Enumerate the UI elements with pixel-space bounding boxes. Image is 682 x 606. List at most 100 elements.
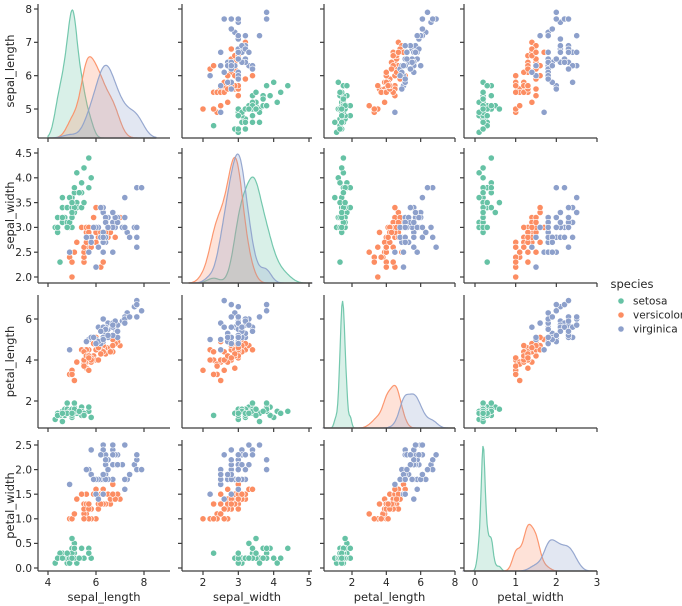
point-versicolor-37 (210, 348, 217, 356)
point-virginica-29 (413, 485, 421, 493)
point-versicolor-48 (365, 102, 373, 110)
point-virginica-19 (532, 263, 540, 271)
point-setosa-43 (252, 105, 260, 113)
point-virginica-30 (418, 471, 426, 478)
point-versicolor-25 (107, 348, 114, 356)
point-setosa-15 (284, 82, 292, 90)
point-virginica-49 (90, 223, 97, 231)
point-virginica-48 (565, 65, 572, 73)
point-versicolor-29 (374, 243, 382, 251)
point-versicolor-10 (199, 515, 207, 523)
panel-petal_width-vs-sepal_length: 4 6 8 0.0 0.5 1.0 1.5 2.0 2.5 sepal_length petal_w… (3, 440, 170, 604)
point-setosa-47 (241, 118, 249, 126)
point-virginica-18 (133, 243, 141, 251)
point-virginica-39 (557, 42, 564, 50)
x-axis-label-sepal_width: sepal_width (213, 590, 281, 604)
point-setosa-16 (336, 179, 344, 187)
point-virginica-45 (109, 451, 117, 459)
point-virginica-30 (126, 471, 134, 478)
point-setosa-44 (487, 399, 495, 407)
point-setosa-24 (249, 112, 256, 120)
point-versicolor-26 (111, 233, 119, 241)
point-versicolor-41 (528, 344, 536, 352)
point-virginica-45 (234, 451, 242, 459)
point-versicolor-48 (217, 510, 225, 518)
point-virginica-19 (206, 490, 214, 498)
point-virginica-18 (220, 297, 228, 304)
y-tick-label: 4.0 (15, 173, 32, 185)
point-virginica-30 (227, 25, 235, 33)
point-virginica-2 (557, 35, 564, 43)
point-virginica-9 (418, 194, 426, 201)
point-virginica-22 (227, 15, 235, 23)
point-virginica-18 (220, 15, 228, 23)
point-virginica-9 (573, 313, 581, 321)
point-virginica-19 (400, 263, 407, 271)
point-setosa-22 (59, 194, 66, 201)
point-versicolor-48 (365, 510, 373, 518)
panel-sepal_width-vs-sepal_width (178, 148, 313, 287)
point-virginica-17 (429, 456, 437, 464)
point-virginica-30 (548, 25, 556, 33)
point-versicolor-12 (206, 356, 214, 364)
point-virginica-9 (418, 441, 426, 449)
point-virginica-9 (573, 194, 581, 201)
point-versicolor-49 (524, 354, 532, 362)
point-setosa-40 (252, 549, 260, 557)
x-tick-label: 2 (200, 577, 207, 589)
point-setosa-15 (85, 154, 93, 162)
x-axis-label-sepal_length: sepal_length (67, 590, 140, 604)
panel-petal_length-vs-petal_width (460, 295, 598, 432)
point-setosa-41 (483, 258, 491, 266)
y-tick-label: 1.5 (15, 489, 32, 501)
point-versicolor-35 (249, 485, 256, 493)
point-versicolor-36 (532, 218, 540, 226)
y-tick-label: 2.5 (15, 440, 32, 452)
point-versicolor-42 (220, 505, 228, 513)
point-versicolor-43 (68, 258, 76, 266)
point-setosa-22 (256, 118, 263, 126)
kde-virginica-sepal_length (48, 64, 157, 139)
point-virginica-33 (99, 233, 107, 241)
point-setosa-48 (75, 554, 83, 562)
point-virginica-32 (227, 323, 235, 331)
point-setosa-37 (475, 194, 483, 201)
point-setosa-18 (263, 82, 270, 90)
point-setosa-14 (270, 554, 278, 562)
point-virginica-6 (217, 108, 225, 116)
point-virginica-44 (245, 321, 253, 329)
point-virginica-6 (540, 108, 548, 116)
point-virginica-45 (565, 223, 572, 231)
point-virginica-42 (224, 78, 232, 86)
point-setosa-45 (483, 112, 491, 120)
x-tick-label: 6 (93, 577, 100, 589)
point-setosa-32 (475, 169, 483, 177)
point-setosa-43 (495, 199, 503, 206)
point-virginica-38 (234, 340, 242, 347)
point-virginica-25 (544, 32, 552, 40)
point-virginica-8 (413, 248, 421, 256)
point-virginica-14 (569, 233, 576, 241)
point-versicolor-10 (199, 105, 207, 113)
point-versicolor-49 (384, 500, 392, 508)
y-tick-label: 6 (25, 314, 32, 326)
legend-label-versicolor: versicolor (633, 310, 682, 322)
point-virginica-35 (418, 15, 426, 23)
point-setosa-45 (63, 223, 71, 231)
point-versicolor-31 (80, 515, 88, 523)
point-setosa-43 (495, 405, 503, 413)
point-virginica-43 (565, 214, 572, 221)
point-virginica-21 (227, 85, 235, 93)
point-virginica-44 (109, 441, 117, 449)
point-virginica-31 (424, 466, 431, 473)
point-versicolor-16 (532, 85, 540, 93)
point-versicolor-14 (376, 228, 383, 236)
point-versicolor-41 (393, 495, 400, 503)
legend-title: species (611, 277, 654, 291)
x-tick-label: 5 (306, 577, 313, 589)
point-setosa-22 (331, 118, 339, 126)
point-setosa-44 (71, 399, 78, 407)
point-virginica-31 (552, 8, 560, 16)
point-versicolor-10 (199, 366, 207, 374)
